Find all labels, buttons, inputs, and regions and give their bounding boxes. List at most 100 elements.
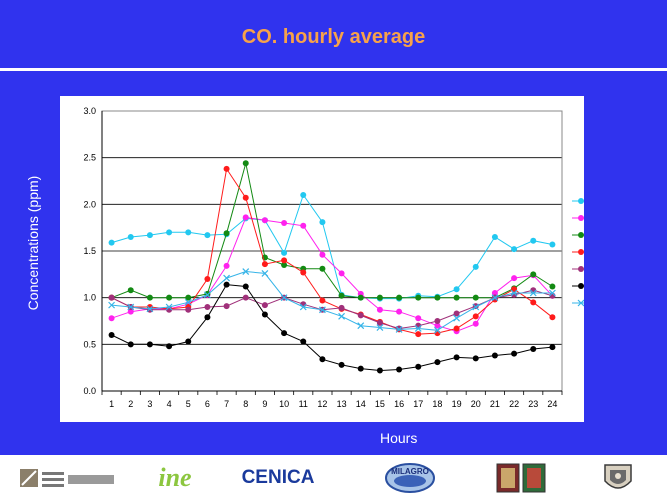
data-point-t1 [530, 346, 537, 352]
chart-panel: 0.0 0.5 1.0 1.5 2.0 2.5 3.0 1 2 3 4 5 6 7 8 9 10 11 12 13 14… [60, 96, 584, 422]
x-tick-label: 1 [109, 399, 114, 409]
data-point-ca [434, 294, 441, 301]
legend-marker-t1 [578, 283, 584, 289]
legend-marker-cr [578, 249, 584, 255]
ipn-emblem-icon [496, 463, 546, 493]
x-tick-label: 19 [452, 399, 462, 409]
x-tick-label: 3 [147, 399, 152, 409]
data-point-ac [453, 286, 460, 293]
data-point-ac [146, 232, 153, 239]
x-tick-label: 4 [167, 399, 172, 409]
data-point-t1 [300, 338, 307, 345]
cenica-logo-text: CENICA [241, 467, 315, 488]
data-point-t1 [185, 338, 192, 345]
data-point-ac [549, 241, 556, 248]
data-point-tg [146, 305, 154, 313]
data-point-cr [415, 331, 422, 338]
x-tick-label: 6 [205, 399, 210, 409]
x-tick-label: 21 [490, 399, 500, 409]
ine-logo: ine [145, 461, 205, 495]
data-point-ae [242, 214, 249, 221]
x-tick-label: 12 [317, 399, 327, 409]
data-point-tg [357, 322, 365, 330]
data-point-cr [300, 269, 307, 276]
data-point-cr [261, 261, 268, 268]
data-point-tg [453, 314, 461, 322]
x-tick-label: 14 [356, 399, 366, 409]
unam-logo [598, 461, 638, 495]
x-tick-label: 15 [375, 399, 385, 409]
series-line-cr [111, 167, 553, 335]
data-point-ca [127, 287, 134, 294]
legend-marker-tg [577, 299, 584, 307]
data-point-t1 [166, 343, 173, 350]
data-point-cr [549, 314, 556, 321]
data-point-tg [108, 301, 116, 309]
data-point-ca [357, 294, 364, 301]
data-point-tg [548, 289, 556, 297]
data-point-t1 [357, 365, 364, 372]
data-point-cr [242, 194, 249, 201]
data-point-tg [242, 268, 250, 275]
data-point-t1 [108, 332, 115, 338]
x-tick-label: 9 [262, 399, 267, 409]
data-point-cr [319, 297, 326, 304]
data-point-ac [472, 263, 479, 270]
data-point-ac [300, 192, 307, 198]
x-tick-label: 16 [394, 399, 404, 409]
logo-strip: ine CENICA MILAGRO [0, 455, 667, 500]
x-tick-label: 22 [509, 399, 519, 409]
data-point-cr [472, 313, 479, 320]
data-point-tg [338, 312, 346, 320]
data-point-t1 [319, 356, 326, 363]
data-point-ae [300, 222, 307, 229]
data-point-t1 [396, 366, 403, 373]
y-tick-label: 3.0 [83, 106, 96, 116]
data-point-ac [530, 237, 537, 244]
data-point-cr [204, 276, 211, 282]
data-point-ac [108, 239, 115, 246]
data-point-ae [491, 290, 498, 296]
series-line-ca [111, 163, 553, 299]
data-point-ac [491, 234, 498, 240]
data-point-ae [434, 322, 441, 329]
x-tick-label: 24 [547, 399, 557, 409]
data-point-ca [185, 294, 192, 301]
data-point-ae [376, 306, 383, 313]
data-point-tg [318, 306, 326, 314]
y-tick-label: 2.5 [83, 153, 96, 163]
data-point-ca [396, 294, 403, 301]
data-point-ca [415, 294, 422, 301]
semarnat-logo [10, 461, 120, 495]
data-point-t1 [146, 341, 153, 348]
y-axis-label: Concentrations (ppm) [25, 175, 41, 311]
y-tick-label: 2.0 [83, 199, 96, 209]
data-point-t1 [549, 344, 556, 351]
data-point-ae [415, 315, 422, 322]
data-point-t1 [376, 367, 383, 374]
x-tick-label: 18 [432, 399, 442, 409]
ine-logo-text: ine [158, 463, 192, 492]
data-point-ae [319, 251, 326, 258]
data-point-sa [357, 312, 364, 319]
data-point-tg [433, 326, 441, 334]
data-point-t1 [338, 361, 345, 368]
data-point-ca [319, 265, 326, 272]
cenica-logo: CENICA [228, 461, 328, 495]
data-point-t1 [434, 359, 441, 366]
data-point-sa [453, 310, 460, 317]
data-point-tg [472, 303, 480, 311]
milagro-emblem-icon: MILAGRO [385, 463, 435, 493]
data-point-tg [395, 325, 403, 333]
unam-emblem-icon [604, 464, 632, 489]
y-tick-label: 0.0 [83, 386, 96, 396]
title-divider [0, 68, 667, 71]
data-point-sa [146, 306, 153, 313]
data-point-sa [376, 319, 383, 326]
x-axis-label: Hours [380, 430, 418, 446]
data-point-sa [396, 325, 403, 332]
data-point-tg [376, 324, 384, 331]
data-point-ca [530, 271, 537, 278]
data-point-ca [223, 230, 230, 237]
